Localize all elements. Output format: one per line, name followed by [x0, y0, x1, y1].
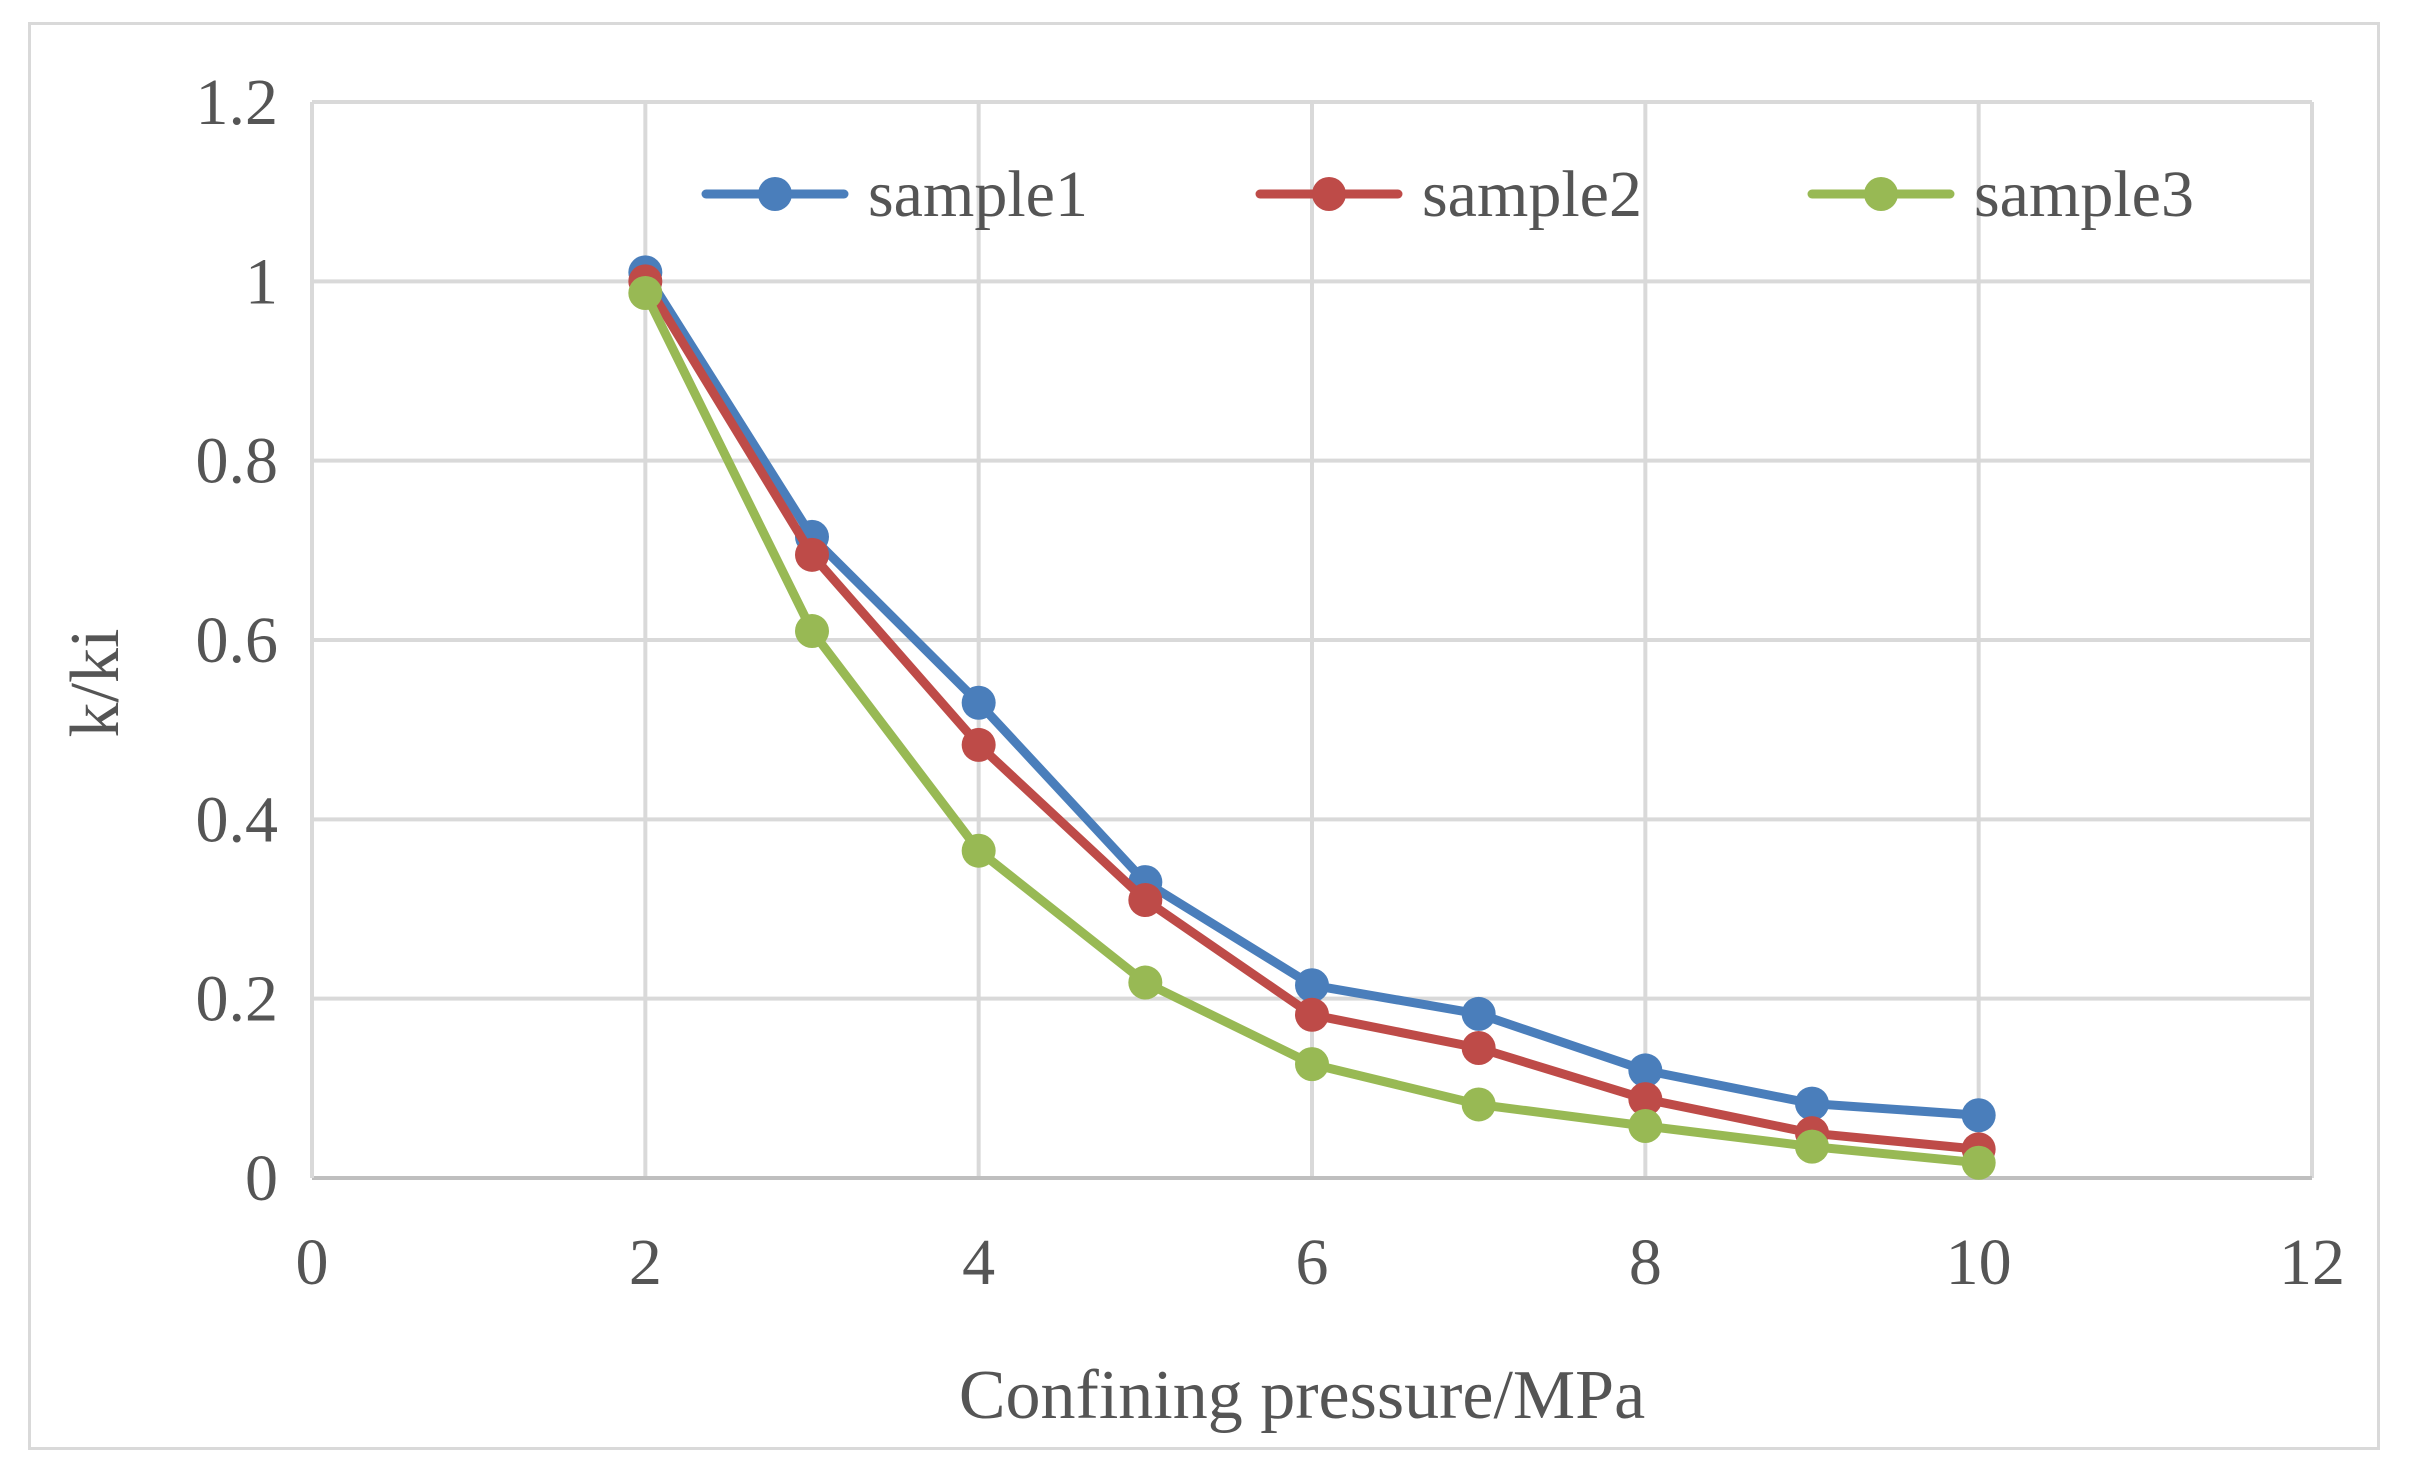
y-tick-label: 1 [245, 245, 278, 318]
data-point-sample2 [795, 537, 829, 572]
legend-swatch-marker [758, 177, 792, 211]
legend-swatch-marker [1864, 177, 1898, 211]
data-point-sample3 [628, 275, 663, 310]
x-tick-label: 2 [629, 1226, 662, 1299]
y-tick-label: 0.8 [196, 425, 279, 498]
series-sample3 [628, 275, 1996, 1180]
data-point-sample1 [1295, 968, 1329, 1003]
x-tick-label: 10 [1946, 1226, 2012, 1299]
legend-swatch-marker [1312, 177, 1346, 211]
y-tick-label: 0.6 [196, 604, 279, 677]
x-axis-title: Confining pressure/MPa [959, 1357, 1645, 1434]
data-point-sample2 [1295, 997, 1329, 1032]
legend: sample1 sample2 sample3 [701, 158, 2194, 231]
data-point-sample3 [961, 833, 996, 868]
y-tick-label: 0.4 [196, 783, 279, 856]
y-tick-label: 1.2 [196, 66, 279, 139]
chart-frame [28, 22, 2380, 1450]
legend-item-sample1: sample1 [701, 158, 1088, 231]
data-point-sample3 [1461, 1087, 1496, 1122]
data-point-sample1 [1461, 996, 1496, 1031]
grid-lines [312, 100, 2314, 1178]
data-point-sample3 [1128, 965, 1163, 1000]
data-point-sample2 [1628, 1082, 1663, 1117]
y-tick-label: 0.2 [196, 963, 279, 1036]
data-point-sample2 [961, 727, 996, 762]
series-group [628, 255, 1996, 1180]
x-tick-label: 12 [2279, 1226, 2345, 1299]
data-point-sample3 [795, 614, 829, 649]
data-point-sample2 [1128, 883, 1163, 918]
y-tick-label: 0 [245, 1142, 278, 1215]
data-point-sample1 [961, 685, 996, 720]
legend-label: sample3 [1974, 158, 2194, 231]
data-point-sample3 [1295, 1047, 1329, 1082]
legend-label: sample1 [868, 158, 1088, 231]
data-point-sample3 [1795, 1129, 1829, 1164]
legend-item-sample3: sample3 [1807, 158, 2194, 231]
data-point-sample2 [1461, 1030, 1496, 1065]
x-tick-label: 8 [1629, 1226, 1662, 1299]
legend-label: sample2 [1422, 158, 1642, 231]
data-point-sample1 [1961, 1098, 1996, 1133]
series-sample1 [628, 255, 1996, 1133]
y-axis-title: k/ki [57, 629, 134, 738]
series-sample2 [628, 264, 1996, 1167]
data-point-sample3 [1628, 1108, 1663, 1143]
x-tick-labels: 0 2 4 6 8 10 12 [296, 1226, 2346, 1299]
y-tick-labels: 0 0.2 0.4 0.6 0.8 1 1.2 [196, 66, 279, 1215]
x-tick-label: 4 [962, 1226, 995, 1299]
data-point-sample1 [1628, 1053, 1663, 1088]
legend-item-sample2: sample2 [1255, 158, 1642, 231]
data-point-sample1 [1795, 1086, 1829, 1121]
x-tick-label: 6 [1296, 1226, 1329, 1299]
data-point-sample3 [1961, 1145, 1996, 1180]
x-tick-label: 0 [296, 1226, 329, 1299]
